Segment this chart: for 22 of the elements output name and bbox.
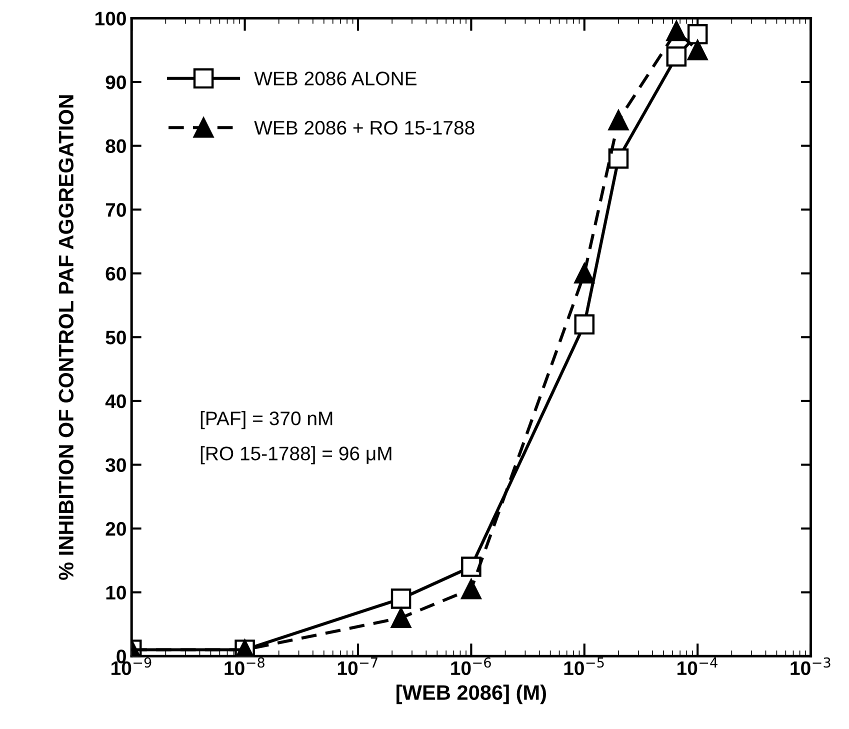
y-tick-label: 100	[96, 12, 126, 26]
y-tick-label: 70	[106, 203, 126, 217]
legend-label: WEB 2086 + RO 15-1788	[254, 120, 474, 135]
x-tick-label: 10$^{−8}$	[224, 657, 264, 676]
y-axis-title: % INHIBITION OF CONTROL PAF AGGREGATION	[58, 95, 74, 580]
y-tick-label: 60	[106, 266, 126, 281]
annotation: [PAF] = 370 nM	[200, 411, 332, 430]
x-axis-title: [WEB 2086] (M)	[396, 684, 546, 704]
x-tick-label: 10$^{−6}$	[451, 657, 491, 676]
x-tick-label: 10$^{−4}$	[678, 658, 718, 676]
y-tick-label: 40	[105, 394, 126, 408]
y-tick-label: 90	[106, 75, 126, 90]
y-tick-label: 20	[106, 522, 126, 536]
x-tick-label: 10$^{−5}$	[564, 658, 604, 676]
y-tick-label: 50	[106, 330, 126, 344]
y-tick-label: 30	[106, 458, 126, 472]
y-tick-label: 10	[106, 586, 126, 600]
x-tick-label: 10$^{−3}$	[790, 657, 830, 676]
x-tick-label: 10$^{−7}$	[338, 658, 378, 676]
y-tick-label: 80	[106, 139, 126, 154]
legend-label: WEB 2086 ALONE	[254, 72, 416, 86]
annotation: [RO 15-1788] = 96 μM	[200, 446, 392, 464]
